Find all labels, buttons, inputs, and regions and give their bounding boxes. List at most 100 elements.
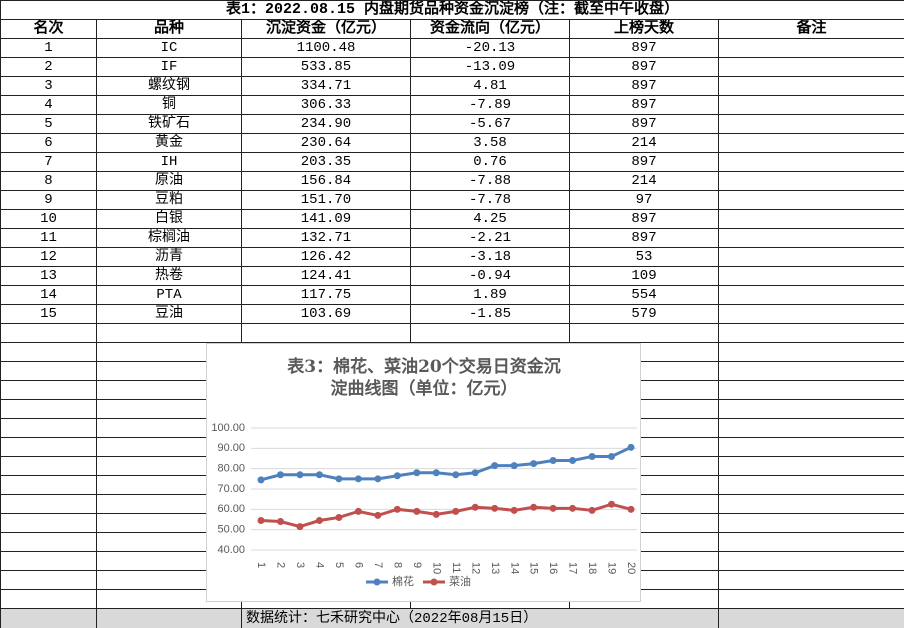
cell: 11	[0, 228, 97, 248]
point	[354, 507, 362, 515]
x-tick-label: 4	[314, 562, 326, 568]
cell: 214	[569, 171, 719, 191]
point	[549, 504, 557, 512]
cell: -2.21	[410, 228, 570, 248]
cell	[718, 532, 904, 552]
x-tick-label: 9	[411, 562, 423, 568]
cell: IF	[96, 57, 242, 77]
cell	[718, 171, 904, 191]
x-tick-label: 8	[391, 562, 403, 568]
point	[257, 517, 265, 525]
point	[393, 505, 401, 513]
cell: 4.25	[410, 209, 570, 229]
cell: 棕榈油	[96, 228, 242, 248]
point	[452, 471, 460, 479]
cell	[0, 513, 97, 533]
cell	[718, 152, 904, 172]
cell: 铁矿石	[96, 114, 242, 134]
x-tick-label: 15	[528, 562, 540, 574]
cell	[0, 475, 97, 495]
cell: 897	[569, 228, 719, 248]
x-tick-label: 3	[294, 562, 306, 568]
cell: 334.71	[241, 76, 411, 96]
cell: -7.88	[410, 171, 570, 191]
cell: 白银	[96, 209, 242, 229]
cell	[718, 38, 904, 58]
cell	[0, 418, 97, 438]
cell	[718, 285, 904, 305]
point	[315, 471, 323, 479]
point	[452, 507, 460, 515]
point	[432, 469, 440, 477]
point	[393, 472, 401, 480]
cell: 1.89	[410, 285, 570, 305]
x-tick-label: 7	[372, 562, 384, 568]
point	[530, 460, 538, 468]
cell	[0, 589, 97, 609]
cell: 豆粕	[96, 190, 242, 210]
cell	[718, 209, 904, 229]
cell: 579	[569, 304, 719, 324]
cell: 897	[569, 209, 719, 229]
cell	[718, 57, 904, 77]
cell: -7.89	[410, 95, 570, 115]
x-tick-label: 17	[567, 562, 579, 574]
legend-label: 菜油	[449, 574, 471, 588]
x-tick-label: 1	[255, 562, 267, 568]
cell: 97	[569, 190, 719, 210]
cell: 1100.48	[241, 38, 411, 58]
data-row: 9 豆粕 151.70 -7.78 97	[0, 190, 904, 210]
point	[471, 503, 479, 511]
data-row: 14 PTA 117.75 1.89 554	[0, 285, 904, 305]
y-tick-label: 90.00	[217, 442, 245, 454]
cell: 306.33	[241, 95, 411, 115]
point	[315, 517, 323, 525]
header-cell: 沉淀资金（亿元）	[241, 19, 411, 39]
point	[491, 504, 499, 512]
cell	[718, 589, 904, 609]
cell: 53	[569, 247, 719, 267]
cell	[0, 361, 97, 381]
cell	[718, 437, 904, 457]
header-cell: 上榜天数	[569, 19, 719, 39]
point	[510, 462, 518, 470]
cell: 3.58	[410, 133, 570, 153]
cell: IH	[96, 152, 242, 172]
empty-row	[0, 323, 904, 343]
x-tick-label: 20	[625, 562, 637, 574]
cell	[718, 266, 904, 286]
y-tick-label: 70.00	[217, 483, 245, 495]
cell	[0, 437, 97, 457]
cell: 230.64	[241, 133, 411, 153]
cell: 5	[0, 114, 97, 134]
cell: -7.78	[410, 190, 570, 210]
chart-title: 表3：棉花、菜油20个交易日资金沉淀曲线图（单位：亿元）	[287, 357, 561, 399]
cell	[718, 133, 904, 153]
cell: 897	[569, 152, 719, 172]
point	[432, 510, 440, 518]
point	[257, 476, 265, 484]
point	[608, 452, 616, 460]
cell: -0.94	[410, 266, 570, 286]
cell	[718, 380, 904, 400]
y-tick-label: 60.00	[217, 503, 245, 515]
x-tick-label: 12	[469, 562, 481, 574]
y-tick-label: 40.00	[217, 544, 245, 556]
cell	[718, 190, 904, 210]
cell: 897	[569, 38, 719, 58]
cell	[410, 323, 570, 343]
cell: 沥青	[96, 247, 242, 267]
cell	[718, 418, 904, 438]
cell	[718, 456, 904, 476]
point	[296, 471, 304, 479]
cell: 14	[0, 285, 97, 305]
legend-marker	[373, 578, 381, 586]
cell: 4	[0, 95, 97, 115]
cell	[718, 608, 904, 628]
point	[569, 457, 577, 465]
cell: 9	[0, 190, 97, 210]
data-row: 6 黄金 230.64 3.58 214	[0, 133, 904, 153]
point	[354, 475, 362, 483]
